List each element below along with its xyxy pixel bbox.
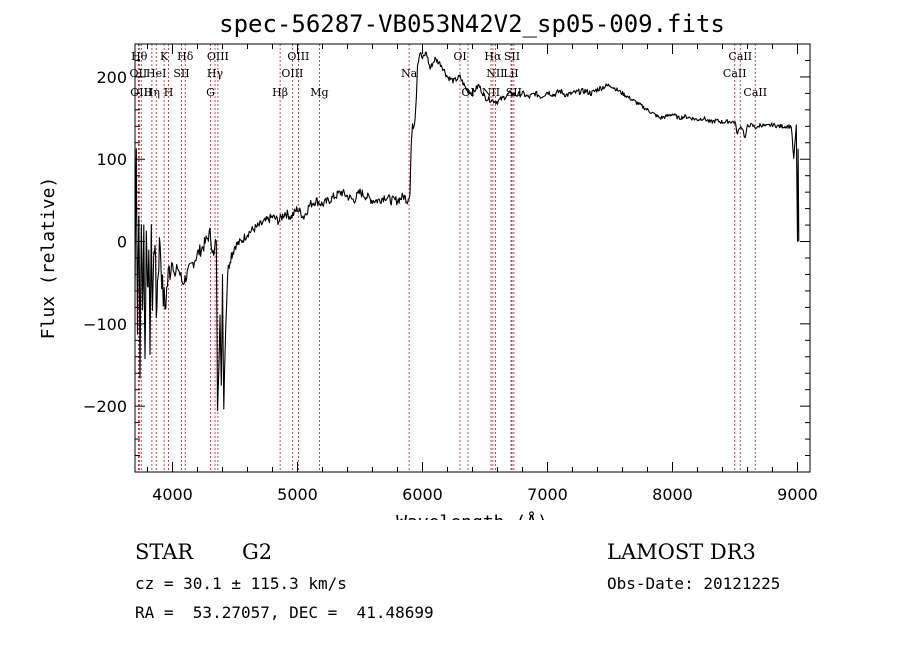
y-tick-label: 0 xyxy=(117,233,127,252)
spectrum-chart: spec-56287-VB053N42V2_sp05-009.fits OIIH… xyxy=(38,10,818,520)
coordinates: RA = 53.27057, DEC = 41.48699 xyxy=(135,603,434,622)
line-marker-label: HeI xyxy=(146,67,166,80)
line-marker-label: Hθ xyxy=(131,50,148,63)
observation-date: Obs-Date: 20121225 xyxy=(607,574,781,593)
line-marker-label: Hη xyxy=(144,86,160,99)
line-marker-label: LiI xyxy=(503,67,518,80)
line-marker-label: G xyxy=(206,86,215,99)
x-tick-label: 5000 xyxy=(277,485,318,504)
redshift-velocity: cz = 30.1 ± 115.3 km/s xyxy=(135,574,347,593)
line-marker-label: CaII xyxy=(723,67,747,80)
line-marker-label: Hα xyxy=(484,50,502,63)
x-tick-label: 6000 xyxy=(402,485,443,504)
y-tick-label: 100 xyxy=(96,150,127,169)
line-marker-label: OIII xyxy=(287,50,309,63)
y-axis: −200 −100 0 100 200 xyxy=(83,43,810,457)
line-marker-label: Hδ xyxy=(177,50,194,63)
line-markers xyxy=(137,44,756,472)
y-tick-label: −200 xyxy=(83,397,127,416)
line-marker-label: SII xyxy=(173,67,189,80)
x-axis: 4000 5000 6000 7000 8000 9000 xyxy=(147,44,818,504)
y-tick-label: 200 xyxy=(96,68,127,87)
object-class: STAR xyxy=(135,540,194,564)
line-marker-label: K xyxy=(160,50,169,63)
line-marker-label: Hβ xyxy=(272,86,288,99)
line-marker-label: Na xyxy=(401,67,418,80)
y-axis-label: Flux (relative) xyxy=(38,177,59,340)
line-marker-label: Hγ xyxy=(207,67,224,80)
plot-frame xyxy=(134,43,811,473)
x-tick-label: 7000 xyxy=(527,485,568,504)
subclass: G2 xyxy=(242,540,273,564)
line-marker-label: OII xyxy=(130,67,148,80)
spectrum-line xyxy=(134,51,800,412)
line-marker-label: Mg xyxy=(310,86,328,99)
x-tick-label: 9000 xyxy=(777,485,818,504)
line-marker-label: H xyxy=(164,86,174,99)
x-tick-label: 8000 xyxy=(652,485,693,504)
chart-title: spec-56287-VB053N42V2_sp05-009.fits xyxy=(219,10,725,38)
x-axis-label: Wavelength (Å) xyxy=(396,511,548,520)
survey-name: LAMOST DR3 xyxy=(607,540,756,564)
line-marker-label: CaII xyxy=(743,86,767,99)
line-marker-label: NII xyxy=(486,67,504,80)
line-marker-label: NII xyxy=(482,86,500,99)
line-marker-label: OIII xyxy=(207,50,229,63)
line-marker-label: OI xyxy=(453,50,466,63)
line-marker-label: SII xyxy=(504,50,520,63)
line-marker-label: CaII xyxy=(728,50,752,63)
line-marker-label: OIII xyxy=(130,86,152,99)
x-tick-label: 4000 xyxy=(152,485,193,504)
line-marker-label: OIII xyxy=(281,67,303,80)
y-tick-label: −100 xyxy=(83,315,127,334)
